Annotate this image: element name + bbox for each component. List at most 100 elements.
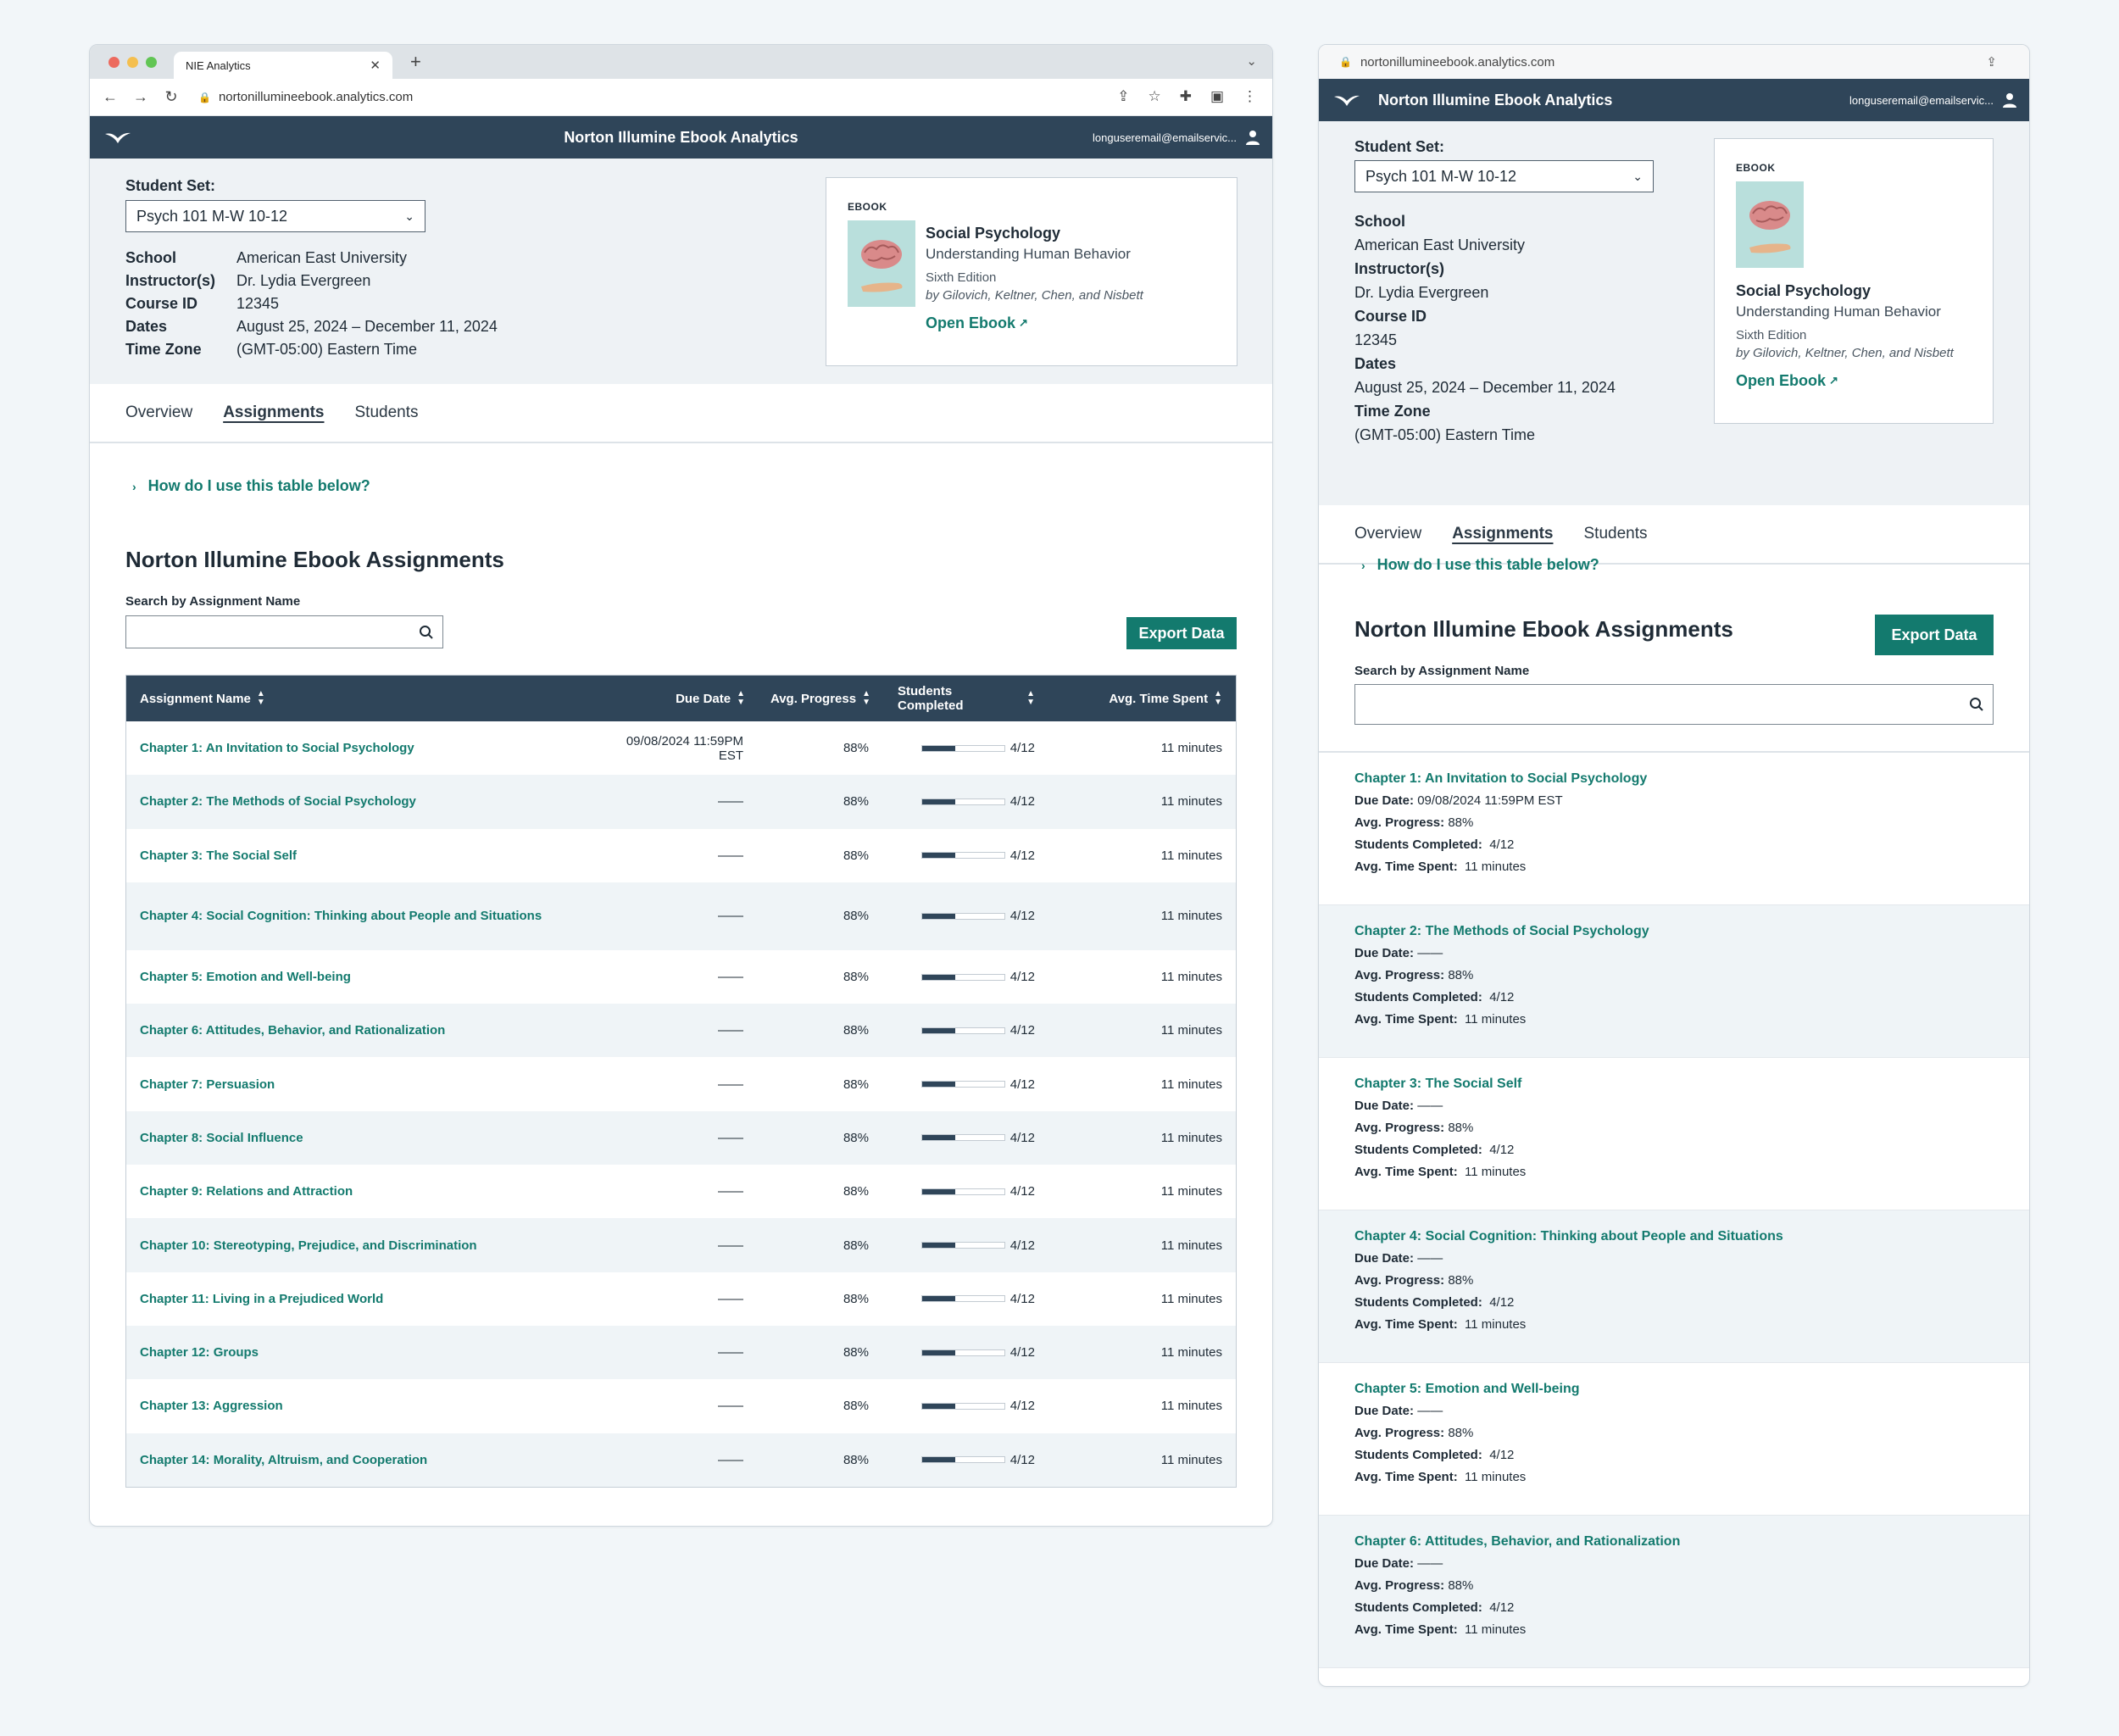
book-cover-image — [848, 220, 915, 307]
sidebar-icon[interactable]: ▣ — [1210, 88, 1224, 104]
assignment-name-link[interactable]: Chapter 5: Emotion and Well-being — [1354, 1382, 1580, 1396]
avg-progress-row: Avg. Progress: 88% — [1354, 968, 2029, 982]
student-set-select[interactable]: Psych 101 M-W 10-12 ⌄ — [125, 200, 425, 232]
course-info-panel: Student Set: Psych 101 M-W 10-12 ⌄ Schoo… — [90, 159, 1272, 384]
col-header-assignment-name[interactable]: Assignment Name ▲ ▼ — [126, 690, 601, 707]
students-completed-label: Students Completed: — [1354, 990, 1482, 1004]
assignment-card: Chapter 6: Attitudes, Behavior, and Rati… — [1319, 1516, 2029, 1668]
export-data-button[interactable]: Export Data — [1126, 617, 1237, 649]
col-header-students-completed[interactable]: Students Completed ▲ ▼ — [882, 684, 1035, 713]
table-row: Chapter 10: Stereotyping, Prejudice, and… — [126, 1218, 1236, 1272]
search-input[interactable] — [1354, 684, 1994, 725]
due-date-cell: —— — [718, 909, 743, 924]
instructor-label: Instructor(s) — [125, 272, 216, 289]
search-icon[interactable] — [419, 625, 434, 640]
students-completed-label: Students Completed: — [1354, 1448, 1482, 1462]
assignment-name-link[interactable]: Chapter 4: Social Cognition: Thinking ab… — [1354, 1229, 1783, 1244]
due-date-row: Due Date: —— — [1354, 1251, 2029, 1266]
table-row: Chapter 13: Aggression —— 88% 4/12 11 minute… — [126, 1379, 1236, 1433]
reload-icon[interactable]: ↻ — [164, 88, 178, 105]
ebook-tag: EBOOK — [1736, 162, 1776, 174]
assignment-name-link[interactable]: Chapter 12: Groups — [140, 1345, 259, 1360]
tab-overview[interactable]: Overview — [1354, 525, 1422, 542]
students-completed-label: Students Completed: — [1354, 1143, 1482, 1157]
sort-icon: ▲ ▼ — [1026, 689, 1035, 707]
assignment-name-link[interactable]: Chapter 14: Morality, Altruism, and Coop… — [140, 1452, 428, 1467]
assignment-name-link[interactable]: Chapter 8: Social Influence — [140, 1130, 303, 1145]
school-label: School — [1354, 213, 1406, 230]
search-input[interactable] — [125, 615, 443, 648]
assignment-name-link[interactable]: Chapter 9: Relations and Attraction — [140, 1184, 353, 1199]
open-ebook-link[interactable]: Open Ebook ↗ — [1736, 370, 1954, 392]
how-to-use-toggle[interactable]: › How do I use this table below? — [132, 477, 370, 495]
open-ebook-link[interactable]: Open Ebook ↗ — [926, 312, 1143, 334]
tab-overview[interactable]: Overview — [125, 403, 193, 421]
ebook-subtitle: Understanding Human Behavior — [926, 246, 1131, 263]
tab-assignments[interactable]: Assignments — [1452, 525, 1554, 542]
completion-progress-bar — [921, 1134, 1005, 1142]
completion-progress-fill — [922, 1243, 955, 1249]
school-label: School — [125, 249, 177, 266]
address-bar[interactable]: 🔒 nortonillumineebook.analytics.com — [198, 90, 413, 104]
students-completed-cell: 4/12 — [882, 1077, 1035, 1092]
mobile-address-bar[interactable]: 🔒 nortonillumineebook.analytics.com ⇪ — [1319, 45, 2029, 79]
assignment-card: Chapter 5: Emotion and Well-being Due Dat… — [1319, 1363, 2029, 1516]
tab-assignments[interactable]: Assignments — [223, 403, 325, 421]
due-date-cell: —— — [718, 794, 743, 810]
bookmark-star-icon[interactable]: ☆ — [1148, 88, 1161, 104]
new-tab-icon[interactable]: + — [410, 51, 421, 72]
assignment-name-link[interactable]: Chapter 3: The Social Self — [1354, 1077, 1522, 1091]
assignment-name-link[interactable]: Chapter 4: Social Cognition: Thinking ab… — [140, 909, 542, 924]
tab-students[interactable]: Students — [1583, 525, 1648, 542]
students-completed-value: 4/12 — [1489, 990, 1515, 1004]
user-account[interactable]: longuseremail@emailservic... — [1093, 116, 1260, 159]
user-account[interactable]: longuseremail@emailservic... — [1849, 79, 2017, 121]
extensions-icon[interactable]: ✚ — [1179, 88, 1192, 104]
due-date-row: Due Date: —— — [1354, 1099, 2029, 1113]
completion-progress-bar — [921, 1295, 1005, 1303]
more-menu-icon[interactable]: ⋮ — [1243, 88, 1257, 104]
assignment-name-link[interactable]: Chapter 2: The Methods of Social Psychol… — [140, 794, 416, 810]
tab-students[interactable]: Students — [354, 403, 419, 421]
minimize-window-button[interactable] — [127, 57, 138, 68]
col-header-avg-time-spent[interactable]: Avg. Time Spent ▲ ▼ — [1035, 690, 1236, 707]
how-to-use-toggle[interactable]: › How do I use this table below? — [1361, 556, 1599, 574]
share-icon[interactable]: ⇪ — [1117, 88, 1130, 104]
assignment-name-link[interactable]: Chapter 2: The Methods of Social Psychol… — [1354, 924, 1649, 938]
external-link-icon: ↗ — [1829, 373, 1838, 387]
student-set-select[interactable]: Psych 101 M-W 10-12 ⌄ — [1354, 160, 1654, 192]
back-icon[interactable]: ← — [103, 88, 118, 105]
instructor-label: Instructor(s) — [1354, 260, 1445, 277]
due-date-value: —— — [1417, 1099, 1443, 1113]
share-icon[interactable]: ⇪ — [1986, 55, 1997, 70]
maximize-window-button[interactable] — [146, 57, 157, 68]
col-header-avg-progress[interactable]: Avg. Progress ▲ ▼ — [745, 690, 882, 707]
due-date-label: Due Date: — [1354, 1099, 1415, 1113]
tab-menu-chevron-icon[interactable]: ⌄ — [1246, 54, 1257, 69]
export-data-button[interactable]: Export Data — [1875, 615, 1994, 655]
search-icon[interactable] — [1969, 697, 1984, 712]
assignment-name-link[interactable]: Chapter 3: The Social Self — [140, 848, 298, 863]
due-date-row: Due Date: —— — [1354, 1556, 2029, 1571]
avg-time-spent-value: 11 minutes — [1465, 1165, 1527, 1179]
browser-tab[interactable]: NIE Analytics ✕ — [174, 52, 392, 79]
assignment-name-link[interactable]: Chapter 10: Stereotyping, Prejudice, and… — [140, 1238, 477, 1253]
assignment-name-link[interactable]: Chapter 1: An Invitation to Social Psych… — [1354, 771, 1648, 786]
assignment-name-link[interactable]: Chapter 13: Aggression — [140, 1399, 283, 1414]
chevron-down-icon: ⌄ — [404, 209, 414, 223]
norton-bird-logo-icon[interactable] — [1332, 92, 1361, 108]
assignment-name-link[interactable]: Chapter 1: An Invitation to Social Psych… — [140, 741, 414, 756]
forward-icon[interactable]: → — [133, 88, 148, 105]
assignment-name-link[interactable]: Chapter 7: Persuasion — [140, 1077, 275, 1092]
assignment-name-link[interactable]: Chapter 11: Living in a Prejudiced World — [140, 1291, 384, 1306]
due-date-cell: —— — [718, 1023, 743, 1038]
close-window-button[interactable] — [108, 57, 120, 68]
assignment-name-link[interactable]: Chapter 6: Attitudes, Behavior, and Rati… — [140, 1023, 446, 1038]
assignment-name-link[interactable]: Chapter 5: Emotion and Well-being — [140, 970, 351, 985]
assignment-name-link[interactable]: Chapter 6: Attitudes, Behavior, and Rati… — [1354, 1534, 1681, 1549]
close-tab-icon[interactable]: ✕ — [370, 58, 381, 73]
due-date-value: —— — [1417, 946, 1443, 960]
due-date-value: —— — [1417, 1556, 1443, 1571]
norton-bird-logo-icon[interactable] — [103, 129, 132, 146]
col-header-due-date[interactable]: Due Date ▲ ▼ — [601, 690, 745, 707]
